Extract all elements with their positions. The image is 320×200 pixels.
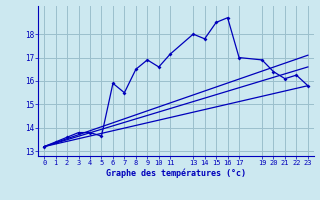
X-axis label: Graphe des températures (°c): Graphe des températures (°c) <box>106 169 246 178</box>
